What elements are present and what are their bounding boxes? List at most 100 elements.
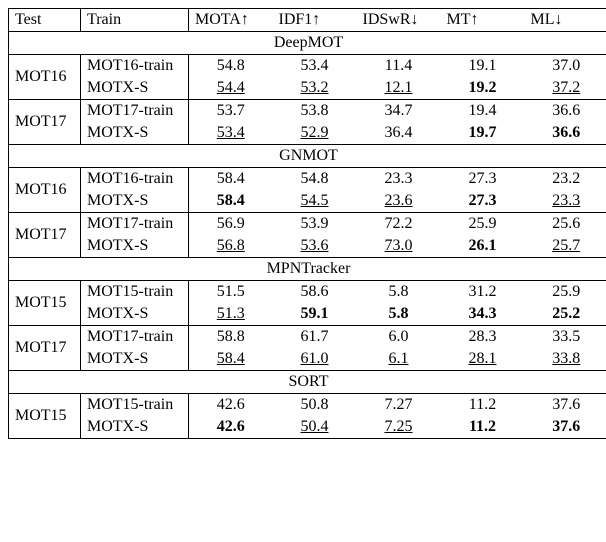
metric-cell: 12.1 (357, 77, 441, 100)
metric-cell: 42.6 (189, 416, 273, 439)
train-cell: MOT17-train (81, 100, 189, 123)
metric-cell: 51.5 (189, 281, 273, 304)
header-test: Test (9, 9, 81, 32)
train-cell: MOT16-train (81, 168, 189, 191)
metric-cell: 34.3 (441, 303, 525, 326)
metric-cell: 7.25 (357, 416, 441, 439)
metric-cell: 25.9 (441, 213, 525, 236)
metric-cell: 58.4 (189, 348, 273, 371)
metric-cell: 53.6 (273, 235, 357, 258)
metric-cell: 53.8 (273, 100, 357, 123)
train-cell: MOTX-S (81, 303, 189, 326)
metric-cell: 25.6 (525, 213, 606, 236)
metric-cell: 50.4 (273, 416, 357, 439)
header-ml: ML↓ (525, 9, 606, 32)
train-cell: MOTX-S (81, 190, 189, 213)
metric-cell: 23.3 (357, 168, 441, 191)
metric-cell: 5.8 (357, 303, 441, 326)
metric-cell: 11.2 (441, 394, 525, 417)
test-cell: MOT16 (9, 168, 81, 213)
metric-cell: 23.3 (525, 190, 606, 213)
metric-cell: 42.6 (189, 394, 273, 417)
metric-cell: 59.1 (273, 303, 357, 326)
metric-cell: 28.1 (441, 348, 525, 371)
test-cell: MOT15 (9, 394, 81, 439)
metric-cell: 53.4 (273, 55, 357, 78)
metric-cell: 19.1 (441, 55, 525, 78)
metric-cell: 58.4 (189, 190, 273, 213)
metric-cell: 5.8 (357, 281, 441, 304)
test-cell: MOT15 (9, 281, 81, 326)
train-cell: MOTX-S (81, 122, 189, 145)
metric-cell: 11.2 (441, 416, 525, 439)
metric-cell: 61.0 (273, 348, 357, 371)
metric-cell: 58.6 (273, 281, 357, 304)
metric-cell: 54.5 (273, 190, 357, 213)
header-idswr: IDSwR↓ (357, 9, 441, 32)
metric-cell: 31.2 (441, 281, 525, 304)
train-cell: MOT17-train (81, 326, 189, 349)
section-heading: SORT (9, 371, 606, 394)
metric-cell: 54.8 (189, 55, 273, 78)
metric-cell: 56.8 (189, 235, 273, 258)
metric-cell: 61.7 (273, 326, 357, 349)
metric-cell: 56.9 (189, 213, 273, 236)
metric-cell: 27.3 (441, 190, 525, 213)
metric-cell: 33.5 (525, 326, 606, 349)
metric-cell: 53.2 (273, 77, 357, 100)
train-cell: MOTX-S (81, 348, 189, 371)
metric-cell: 37.0 (525, 55, 606, 78)
metric-cell: 72.2 (357, 213, 441, 236)
train-cell: MOTX-S (81, 77, 189, 100)
metric-cell: 19.4 (441, 100, 525, 123)
metric-cell: 54.8 (273, 168, 357, 191)
section-heading: GNMOT (9, 145, 606, 168)
metric-cell: 19.2 (441, 77, 525, 100)
metric-cell: 54.4 (189, 77, 273, 100)
metric-cell: 50.8 (273, 394, 357, 417)
metric-cell: 36.6 (525, 100, 606, 123)
metric-cell: 53.7 (189, 100, 273, 123)
train-cell: MOT15-train (81, 394, 189, 417)
test-cell: MOT17 (9, 100, 81, 145)
test-cell: MOT17 (9, 326, 81, 371)
results-table: Test Train MOTA↑ IDF1↑ IDSwR↓ MT↑ ML↓ De… (8, 8, 606, 439)
train-cell: MOT15-train (81, 281, 189, 304)
metric-cell: 51.3 (189, 303, 273, 326)
metric-cell: 37.2 (525, 77, 606, 100)
metric-cell: 33.8 (525, 348, 606, 371)
metric-cell: 23.6 (357, 190, 441, 213)
metric-cell: 73.0 (357, 235, 441, 258)
test-cell: MOT16 (9, 55, 81, 100)
metric-cell: 25.2 (525, 303, 606, 326)
train-cell: MOT17-train (81, 213, 189, 236)
metric-cell: 6.0 (357, 326, 441, 349)
metric-cell: 7.27 (357, 394, 441, 417)
header-train: Train (81, 9, 189, 32)
metric-cell: 37.6 (525, 394, 606, 417)
train-cell: MOTX-S (81, 416, 189, 439)
test-cell: MOT17 (9, 213, 81, 258)
metric-cell: 23.2 (525, 168, 606, 191)
header-mota: MOTA↑ (189, 9, 273, 32)
header-mt: MT↑ (441, 9, 525, 32)
metric-cell: 6.1 (357, 348, 441, 371)
header-idf1: IDF1↑ (273, 9, 357, 32)
train-cell: MOT16-train (81, 55, 189, 78)
metric-cell: 25.9 (525, 281, 606, 304)
metric-cell: 25.7 (525, 235, 606, 258)
metric-cell: 36.6 (525, 122, 606, 145)
metric-cell: 52.9 (273, 122, 357, 145)
train-cell: MOTX-S (81, 235, 189, 258)
section-heading: DeepMOT (9, 32, 606, 55)
metric-cell: 53.4 (189, 122, 273, 145)
metric-cell: 26.1 (441, 235, 525, 258)
metric-cell: 34.7 (357, 100, 441, 123)
metric-cell: 58.8 (189, 326, 273, 349)
metric-cell: 19.7 (441, 122, 525, 145)
metric-cell: 28.3 (441, 326, 525, 349)
metric-cell: 27.3 (441, 168, 525, 191)
metric-cell: 58.4 (189, 168, 273, 191)
metric-cell: 37.6 (525, 416, 606, 439)
metric-cell: 11.4 (357, 55, 441, 78)
